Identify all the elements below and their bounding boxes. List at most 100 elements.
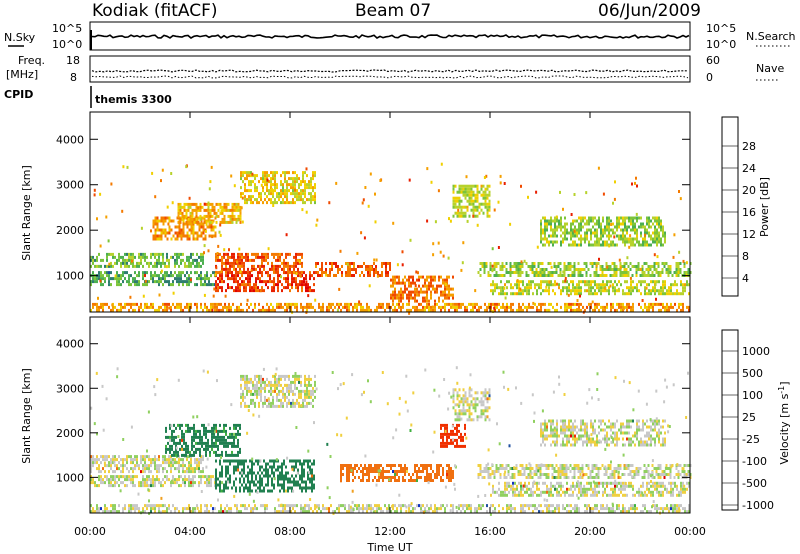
echo-cell	[601, 274, 604, 277]
echo-cell	[314, 308, 316, 312]
echo-cell	[283, 462, 285, 466]
echo-cell	[266, 255, 269, 258]
echo-cell	[241, 258, 243, 262]
echo-cell	[272, 308, 274, 312]
echo-cell	[198, 467, 200, 471]
echo-cell	[162, 216, 165, 220]
echo-cell	[186, 258, 188, 262]
echo-cell	[640, 510, 642, 514]
echo-cell	[288, 177, 290, 181]
echo-cell	[548, 240, 550, 244]
echo-cell	[96, 217, 98, 221]
echo-cell	[448, 296, 450, 300]
echo-cell	[193, 444, 195, 448]
echo-cell	[158, 274, 160, 278]
echo-cell	[666, 504, 668, 508]
echo-cell	[656, 510, 658, 514]
echo-cell	[223, 423, 225, 427]
echo-cell	[174, 231, 177, 235]
echo-cell	[164, 455, 166, 459]
echo-cell	[353, 262, 355, 265]
echo-cell	[270, 180, 272, 184]
echo-cell	[193, 423, 195, 427]
echo-cell	[287, 261, 289, 265]
echo-cell	[268, 174, 270, 178]
echo-cell	[588, 240, 590, 244]
echo-cell	[211, 447, 213, 451]
echo-cell	[203, 244, 206, 248]
echo-cell	[170, 510, 172, 514]
echo-cell	[183, 208, 186, 212]
echo-cell	[198, 481, 200, 485]
echo-cell	[277, 480, 279, 484]
echo-cell	[298, 177, 300, 181]
echo-cell	[566, 222, 568, 226]
echo-cell	[396, 510, 398, 514]
echo-cell	[576, 286, 578, 290]
echo-cell	[545, 268, 548, 271]
echo-cell	[285, 471, 287, 475]
echo-cell	[608, 510, 610, 514]
echo-cell	[114, 455, 116, 459]
echo-cell	[293, 480, 295, 484]
echo-cell	[154, 219, 157, 223]
echo-cell	[684, 283, 686, 287]
echo-cell	[248, 305, 250, 309]
echo-cell	[237, 459, 239, 463]
echo-cell	[169, 426, 171, 430]
echo-cell	[604, 305, 606, 309]
echo-cell	[594, 504, 596, 508]
echo-cell	[454, 305, 456, 309]
echo-cell	[217, 277, 219, 281]
echo-cell	[392, 299, 394, 303]
echo-cell	[662, 302, 664, 306]
echo-cell	[458, 302, 460, 306]
echo-cell	[166, 237, 169, 241]
echo-cell	[637, 265, 640, 268]
echo-cell	[281, 261, 283, 265]
echo-cell	[430, 284, 432, 288]
echo-cell	[215, 453, 217, 457]
echo-cell	[610, 223, 613, 226]
echo-cell	[270, 183, 272, 187]
echo-cell	[402, 296, 404, 300]
echo-cell	[648, 510, 650, 514]
echo-cell	[376, 510, 378, 514]
echo-cell	[270, 186, 272, 190]
echo-cell	[603, 274, 606, 277]
echo-cell	[540, 504, 542, 508]
echo-cell	[446, 284, 448, 288]
echo-cell	[248, 174, 250, 178]
echo-cell	[212, 305, 214, 309]
echo-cell	[206, 208, 209, 212]
echo-cell	[186, 222, 189, 226]
echo-cell	[264, 174, 266, 178]
echo-cell	[158, 470, 160, 474]
echo-cell	[243, 261, 245, 265]
echo-cell	[618, 305, 620, 309]
echo-cell	[229, 214, 232, 218]
echo-cell	[182, 478, 184, 482]
echo-cell	[544, 289, 546, 293]
echo-cell	[221, 474, 223, 478]
echo-cell	[488, 202, 491, 206]
echo-cell	[181, 429, 183, 433]
echo-cell	[272, 189, 274, 193]
echo-cell	[624, 225, 626, 229]
echo-cell	[246, 201, 248, 205]
echo-cell	[576, 289, 578, 293]
echo-cell	[539, 271, 542, 274]
echo-cell	[682, 292, 684, 296]
echo-cell	[285, 233, 288, 237]
echo-cell	[204, 234, 207, 238]
echo-cell	[474, 302, 476, 306]
echo-cell	[154, 478, 156, 482]
echo-cell	[684, 289, 686, 293]
echo-cell	[406, 302, 408, 306]
echo-cell	[94, 484, 96, 488]
echo-cell	[464, 205, 467, 209]
echo-cell	[456, 190, 459, 194]
echo-cell	[634, 507, 636, 511]
echo-cell	[612, 222, 614, 226]
echo-cell	[512, 286, 514, 290]
